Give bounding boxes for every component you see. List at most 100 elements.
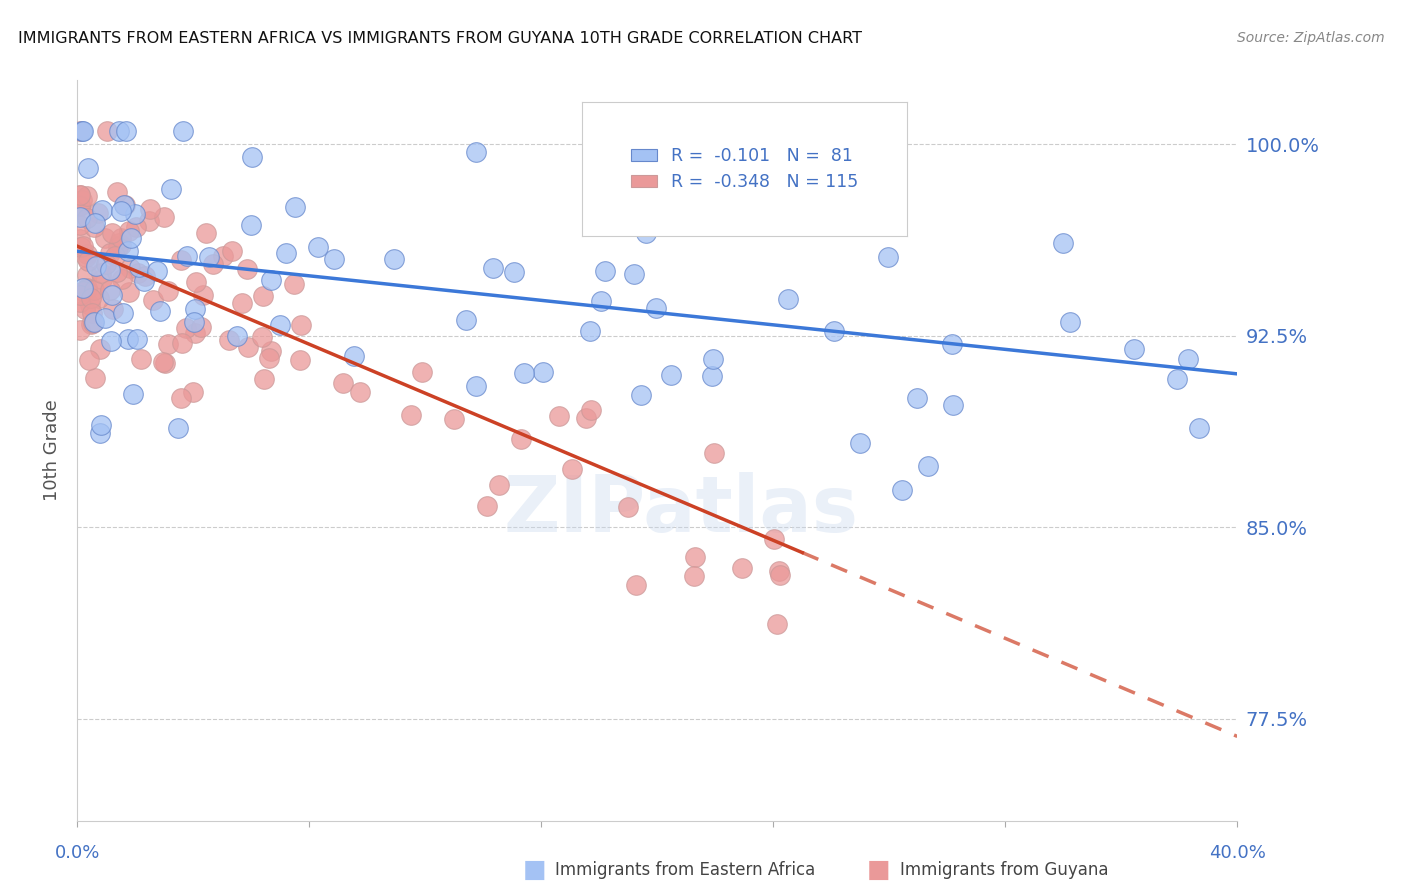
Point xyxy=(79,297,101,311)
Point xyxy=(76,268,98,282)
Point xyxy=(89,425,111,440)
Point xyxy=(83,219,105,234)
Point xyxy=(624,578,647,592)
Point xyxy=(115,124,138,138)
Point xyxy=(384,252,406,267)
Point xyxy=(83,216,105,230)
Point xyxy=(142,293,165,307)
Point xyxy=(644,301,666,315)
Point xyxy=(98,246,121,260)
Point xyxy=(120,231,142,245)
Point xyxy=(183,315,205,329)
Point xyxy=(589,293,612,308)
Point xyxy=(252,330,274,344)
Point xyxy=(581,180,603,194)
Point xyxy=(156,284,179,298)
Point xyxy=(502,265,524,279)
Point xyxy=(343,349,366,363)
Point xyxy=(581,403,603,417)
Point xyxy=(124,207,146,221)
Point xyxy=(122,387,145,401)
Point xyxy=(917,458,939,473)
Point xyxy=(132,274,155,288)
Point xyxy=(411,365,433,379)
Point xyxy=(236,340,259,354)
Point xyxy=(112,198,135,212)
Point xyxy=(76,281,98,295)
Point xyxy=(146,263,169,277)
Point xyxy=(76,253,98,268)
Point xyxy=(475,500,498,514)
Point xyxy=(1059,315,1081,329)
Point xyxy=(276,246,298,260)
Point xyxy=(138,214,160,228)
Point xyxy=(891,483,914,497)
Point xyxy=(235,262,257,277)
Point xyxy=(89,343,111,357)
Point xyxy=(118,224,141,238)
Point xyxy=(332,376,354,391)
Point xyxy=(290,318,312,332)
Text: IMMIGRANTS FROM EASTERN AFRICA VS IMMIGRANTS FROM GUYANA 10TH GRADE CORRELATION : IMMIGRANTS FROM EASTERN AFRICA VS IMMIGR… xyxy=(18,31,862,46)
Point xyxy=(76,282,98,296)
Point xyxy=(226,329,249,343)
Point xyxy=(100,334,122,348)
Text: Source: ZipAtlas.com: Source: ZipAtlas.com xyxy=(1237,31,1385,45)
Point xyxy=(72,281,94,295)
Point xyxy=(108,124,131,138)
Point xyxy=(288,353,311,368)
Text: ZIPatlas: ZIPatlas xyxy=(503,472,858,548)
Point xyxy=(762,533,785,547)
Point xyxy=(69,198,91,212)
Point xyxy=(181,384,204,399)
Point xyxy=(69,210,91,224)
Point xyxy=(284,200,307,214)
Point xyxy=(84,371,107,385)
Point xyxy=(702,351,724,366)
Point xyxy=(70,239,93,253)
Text: Immigrants from Eastern Africa: Immigrants from Eastern Africa xyxy=(555,861,815,879)
Point xyxy=(76,189,98,203)
Point xyxy=(125,331,148,345)
Point xyxy=(253,372,276,386)
Text: ■: ■ xyxy=(523,858,546,881)
Point xyxy=(630,387,652,401)
Point xyxy=(876,250,898,264)
Point xyxy=(202,256,225,270)
Point xyxy=(513,366,536,380)
Point xyxy=(83,283,105,297)
Point xyxy=(464,145,486,160)
Point xyxy=(129,351,152,366)
Point xyxy=(118,285,141,299)
Point xyxy=(94,257,117,271)
Point xyxy=(69,187,91,202)
Point xyxy=(731,561,754,575)
Point xyxy=(138,202,160,216)
Point xyxy=(76,161,98,176)
Point xyxy=(80,291,103,305)
Text: ■: ■ xyxy=(868,858,890,881)
Point xyxy=(191,288,214,302)
Point xyxy=(117,244,139,258)
Point xyxy=(114,198,136,212)
Point xyxy=(176,249,198,263)
Point xyxy=(482,260,505,275)
Point xyxy=(118,261,141,276)
Point xyxy=(110,231,132,245)
Point xyxy=(905,392,928,406)
Point xyxy=(257,351,280,366)
Point xyxy=(153,355,176,369)
Point xyxy=(198,251,221,265)
Point xyxy=(103,249,125,263)
Point xyxy=(101,287,124,301)
Point xyxy=(172,124,194,138)
Point xyxy=(82,317,104,331)
Point xyxy=(823,324,845,338)
Point xyxy=(107,240,129,254)
Point xyxy=(105,185,128,199)
Point xyxy=(112,306,135,320)
Point xyxy=(1052,235,1074,250)
Point xyxy=(623,267,645,281)
Point xyxy=(533,365,555,379)
Point xyxy=(69,199,91,213)
